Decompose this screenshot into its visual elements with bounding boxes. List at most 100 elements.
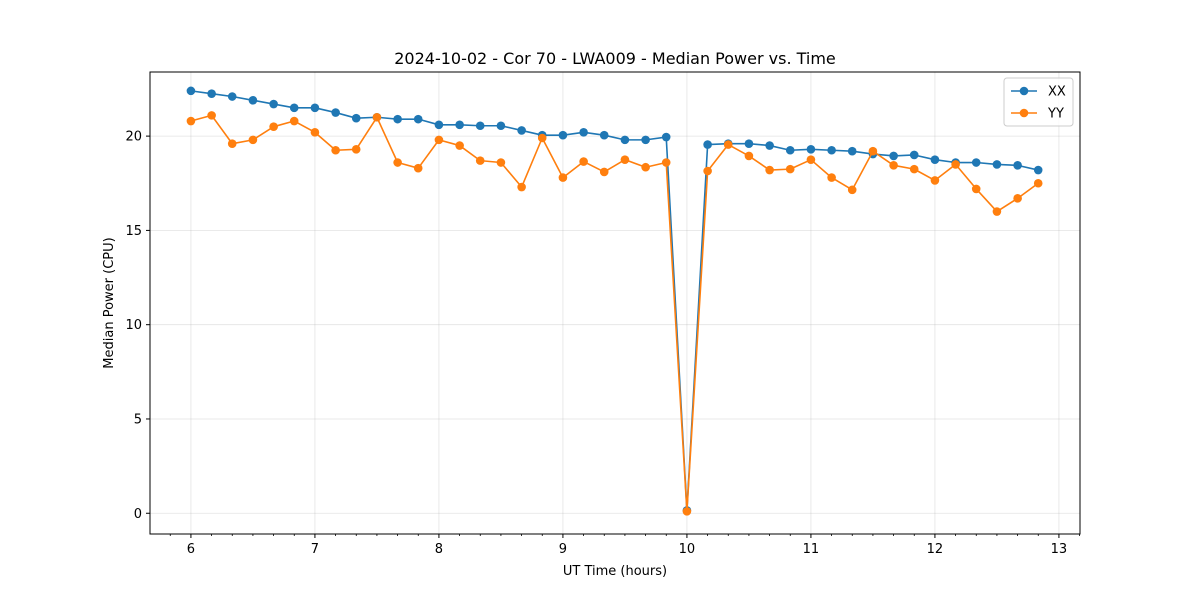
x-tick-label: 9 [559,542,567,557]
y-axis-label: Median Power (CPU) [102,237,117,368]
series-layer [186,86,1043,516]
legend-label-xx: XX [1048,85,1066,100]
data-point-yy [248,135,258,145]
data-point-xx [889,151,898,161]
data-point-yy [351,145,361,154]
data-point-yy [765,165,774,175]
y-tick-label: 10 [125,318,142,333]
data-point-yy [1013,194,1022,203]
data-point-yy [496,158,506,167]
x-tick-label: 6 [187,542,195,557]
legend: XX YY [1003,77,1074,127]
data-point-yy [785,164,795,174]
data-point-xx [434,120,444,130]
data-point-yy [269,122,278,131]
legend-marker-yy [1019,108,1029,118]
data-point-xx [248,95,258,105]
plot-frame [149,71,1081,535]
x-tick-label: 7 [311,542,319,557]
data-point-yy [744,151,754,161]
data-point-yy [951,160,960,169]
data-point-xx [703,140,712,149]
data-point-yy [661,158,671,167]
data-point-yy [620,155,630,164]
data-point-xx [765,141,774,150]
data-point-xx [517,126,526,135]
data-point-yy [517,182,526,192]
data-point-xx [269,99,278,109]
data-point-yy [641,162,650,172]
legend-marker-xx [1019,86,1029,96]
data-point-xx [331,108,340,117]
data-point-xx [1033,165,1043,175]
data-point-yy [889,161,898,170]
data-point-xx [599,130,609,140]
data-point-xx [827,145,836,155]
data-point-yy [599,167,609,177]
x-axis-label: UT Time (hours) [563,564,667,579]
data-point-xx [455,120,464,130]
data-point-yy [971,184,981,194]
y-tick-label: 15 [125,224,142,239]
data-point-yy [558,173,568,182]
data-point-xx [227,92,237,101]
y-tick-label: 0 [134,507,142,522]
data-point-xx [971,158,981,167]
x-tick-label: 11 [803,542,820,557]
data-point-xx [930,155,940,164]
data-point-yy [413,163,423,173]
data-point-yy [475,156,485,165]
data-point-yy [186,116,196,126]
data-point-yy [992,207,1002,216]
data-point-xx [207,89,216,98]
x-tick-label: 8 [435,542,443,557]
data-point-yy [455,141,464,150]
data-point-xx [620,135,630,145]
data-point-yy [930,176,940,185]
data-point-yy [909,164,919,174]
data-point-yy [289,116,299,126]
y-tick-label: 5 [134,412,142,427]
data-point-yy [827,173,836,182]
data-point-xx [475,121,485,131]
data-point-yy [723,140,733,149]
data-point-xx [1013,161,1022,170]
x-tick-label: 10 [679,542,696,557]
x-tick-label: 13 [1051,542,1068,557]
data-point-yy [393,158,402,167]
data-point-yy [227,139,237,148]
grid-layer [150,72,1080,534]
data-point-yy [331,145,340,155]
data-point-xx [661,132,671,142]
data-point-xx [992,160,1002,169]
data-point-yy [310,128,320,137]
data-point-yy [434,135,444,145]
data-point-xx [310,103,320,113]
data-point-yy [847,185,857,195]
data-point-xx [393,114,402,124]
data-point-xx [186,86,196,96]
data-point-yy [207,111,216,120]
data-point-xx [413,114,423,124]
data-point-yy [806,155,816,164]
x-tick-label: 12 [927,542,944,557]
data-point-xx [351,113,361,123]
data-point-yy [868,146,878,156]
data-point-yy [372,112,382,122]
data-point-yy [537,133,547,143]
data-point-xx [641,135,650,145]
data-point-xx [847,146,857,156]
data-point-yy [682,507,692,516]
data-point-xx [785,145,795,155]
y-tick-label: 20 [125,130,142,145]
data-point-xx [558,130,568,140]
data-point-xx [909,150,919,160]
data-point-xx [496,121,506,131]
data-point-xx [806,145,816,154]
data-point-yy [579,157,588,166]
data-point-xx [579,128,588,137]
data-point-xx [289,103,299,113]
chart-title: 2024-10-02 - Cor 70 - LWA009 - Median Po… [394,49,836,68]
